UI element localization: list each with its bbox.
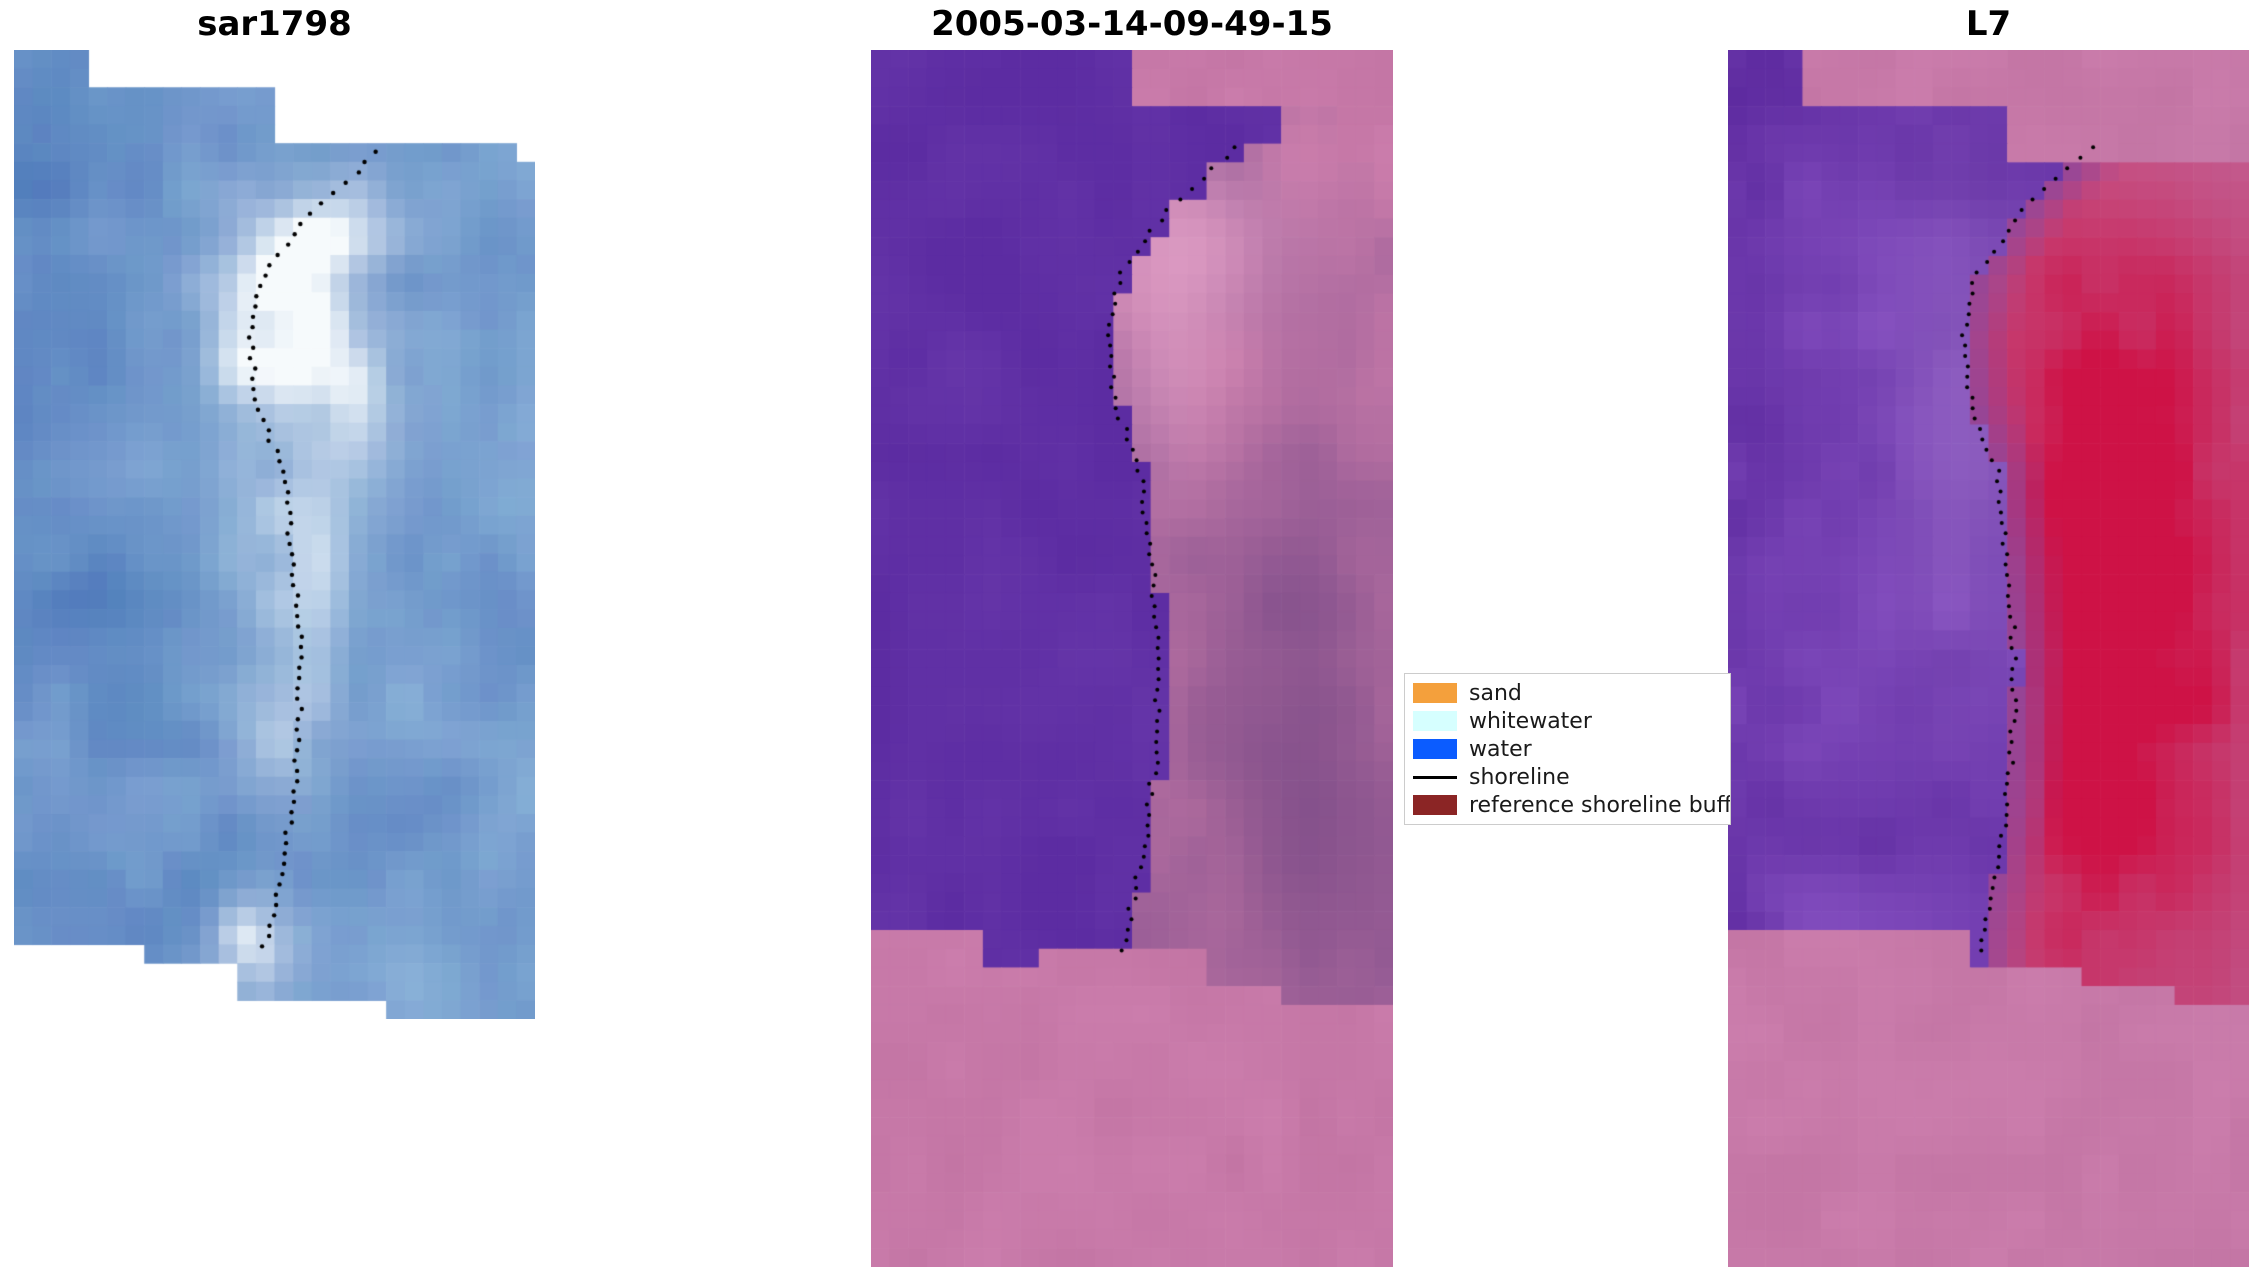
legend-item-whitewater: whitewater xyxy=(1413,707,1722,735)
legend-label: reference shoreline buffer xyxy=(1469,792,1731,818)
landsat7-image-panel xyxy=(1728,50,2249,1267)
panel-title-l7: L7 xyxy=(1965,4,2012,44)
legend-color-swatch xyxy=(1413,739,1457,759)
legend-color-swatch xyxy=(1413,795,1457,815)
legend-item-shoreline: shoreline xyxy=(1413,763,1722,791)
panel-title-date: 2005-03-14-09-49-15 xyxy=(931,4,1333,44)
legend-color-swatch xyxy=(1413,711,1457,731)
sar-image-panel xyxy=(14,50,535,1019)
panel-title-sar: sar1798 xyxy=(197,4,352,44)
legend-item-sand: sand xyxy=(1413,679,1722,707)
legend-color-swatch xyxy=(1413,683,1457,703)
legend: sand whitewater water shoreline reference sh… xyxy=(1404,673,1731,825)
legend-item-reference-shoreline-buffer: reference shoreline buffer xyxy=(1413,791,1730,819)
legend-item-water: water xyxy=(1413,735,1722,763)
legend-label: shoreline xyxy=(1469,764,1570,790)
legend-label: sand xyxy=(1469,680,1522,706)
legend-label: water xyxy=(1469,736,1532,762)
legend-label: whitewater xyxy=(1469,708,1592,734)
classified-image-panel xyxy=(871,50,1393,1267)
legend-line-sample xyxy=(1413,775,1457,779)
